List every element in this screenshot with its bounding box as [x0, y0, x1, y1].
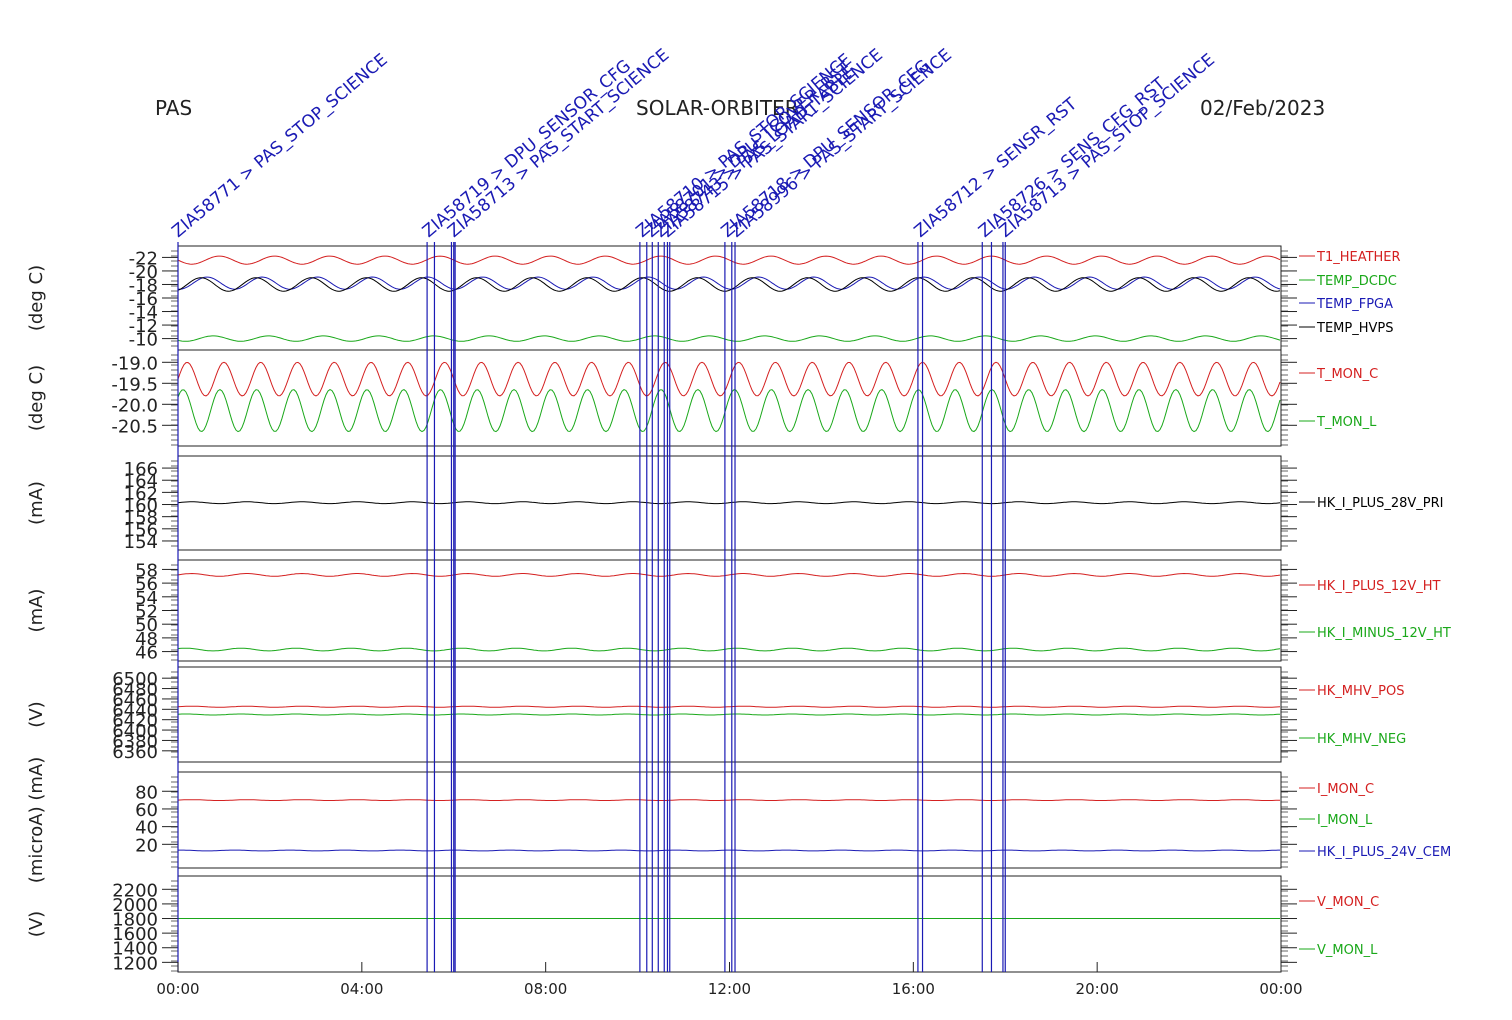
series-line [177, 647, 1281, 652]
y-tick-label: 156 [124, 520, 158, 541]
legend-label: V_MON_L [1317, 943, 1378, 958]
series-line [177, 389, 1281, 433]
y-axis-label: (deg C) [26, 365, 47, 431]
y-tick-label: 60 [135, 800, 158, 821]
y-tick-label: 6380 [112, 731, 158, 752]
panel-frame-7 [177, 875, 1282, 973]
y-tick-label: -22 [129, 248, 158, 269]
y-axis-label: (V) [26, 701, 47, 727]
y-tick-label: 1800 [112, 910, 158, 931]
y-tick-label: 6420 [112, 711, 158, 732]
y-axis-label: (mA) [26, 589, 47, 633]
y-tick-label: 46 [135, 643, 158, 664]
legend-label: TEMP_FPGA [1316, 297, 1393, 312]
legend-label: T_MON_C [1316, 367, 1378, 382]
y-tick-label: 54 [135, 588, 158, 609]
y-tick-label: 164 [124, 471, 158, 492]
legend-label: I_MON_C [1317, 782, 1374, 797]
y-tick-label: 6460 [112, 690, 158, 711]
y-tick-label: 2200 [112, 880, 158, 901]
x-tick-label: 04:00 [340, 980, 383, 998]
y-tick-label: -19.5 [111, 374, 158, 395]
y-tick-label: -20 [129, 262, 158, 283]
y-tick-label: 2000 [112, 895, 158, 916]
legend-label: TEMP_HVPS [1316, 321, 1393, 336]
y-tick-label: 6480 [112, 680, 158, 701]
y-tick-label: 160 [124, 496, 158, 517]
y-tick-label: -19.0 [111, 353, 158, 374]
y-tick-label: -20.5 [111, 416, 158, 437]
event-annotation: ZIA58713 > PAS_START_SCIENCE [444, 45, 673, 242]
legend-label: I_MON_L [1317, 813, 1373, 828]
event-annotation: ZIA58719 > DPU_SENSOR_CFG [419, 56, 635, 242]
event-annotation: ZIA58771 > PAS_STOP_SCIENCE [168, 50, 391, 242]
instrument-title: PAS [155, 96, 193, 120]
legend-label: HK_I_PLUS_28V_PRI [1317, 496, 1443, 511]
x-tick-label: 00:00 [1259, 980, 1302, 998]
y-tick-label: 162 [124, 483, 158, 504]
series-line [177, 572, 1281, 577]
y-tick-label: 48 [135, 629, 158, 650]
y-tick-label: 158 [124, 508, 158, 529]
series-line [177, 276, 1281, 290]
series-line [177, 799, 1281, 801]
y-tick-label: 1600 [112, 924, 158, 945]
series-line [177, 705, 1281, 708]
legend-label: HK_I_PLUS_24V_CEM [1317, 845, 1451, 860]
y-tick-label: 40 [135, 818, 158, 839]
legend-label: HK_I_MINUS_12V_HT [1317, 626, 1451, 641]
x-tick-label: 08:00 [524, 980, 567, 998]
date-title: 02/Feb/2023 [1200, 96, 1326, 120]
y-tick-label: 6360 [112, 742, 158, 763]
series-line [177, 501, 1281, 505]
y-tick-label: 52 [135, 602, 158, 623]
legend-label: HK_MHV_POS [1317, 684, 1405, 699]
legend-label: T_MON_L [1316, 415, 1377, 430]
x-tick-label: 20:00 [1076, 980, 1119, 998]
y-tick-label: 166 [124, 459, 158, 480]
y-tick-label: -16 [129, 289, 158, 310]
series-line [177, 713, 1281, 716]
y-tick-label: 6400 [112, 721, 158, 742]
y-axis-label: (deg C) [26, 265, 47, 331]
y-tick-label: 6500 [112, 669, 158, 690]
x-tick-label: 16:00 [892, 980, 935, 998]
y-tick-label: 1400 [112, 939, 158, 960]
series-line [177, 255, 1281, 265]
y-tick-label: 58 [135, 560, 158, 581]
series-line [177, 277, 1281, 292]
x-tick-label: 00:00 [156, 980, 199, 998]
legend-label: T1_HEATHER [1316, 250, 1401, 265]
y-tick-label: -14 [129, 303, 158, 324]
y-tick-label: 6440 [112, 700, 158, 721]
mission-title: SOLAR-ORBITER [636, 96, 799, 120]
y-tick-label: -20.0 [111, 395, 158, 416]
y-axis-label: (V) [26, 911, 47, 937]
y-tick-label: -18 [129, 275, 158, 296]
series-line [177, 335, 1281, 342]
y-tick-label: 80 [135, 782, 158, 803]
panel-frame-6 [177, 771, 1282, 869]
series-line [178, 849, 1280, 852]
y-tick-label: -12 [129, 316, 158, 337]
legend-label: HK_I_PLUS_12V_HT [1317, 579, 1441, 594]
y-axis-label: (microA) (mA) [26, 757, 47, 883]
y-tick-label: 50 [135, 615, 158, 636]
y-tick-label: 1200 [112, 953, 158, 974]
legend-label: V_MON_C [1317, 895, 1379, 910]
y-tick-label: -10 [129, 330, 158, 351]
x-tick-label: 12:00 [708, 980, 751, 998]
y-tick-label: 154 [124, 532, 158, 553]
panel-frame-1 [177, 245, 1282, 351]
y-tick-label: 56 [135, 574, 158, 595]
y-tick-label: 20 [135, 835, 158, 856]
legend-label: TEMP_DCDC [1316, 274, 1397, 289]
legend-label: HK_MHV_NEG [1317, 732, 1406, 747]
series-line [177, 361, 1281, 397]
y-axis-label: (mA) [26, 481, 47, 525]
